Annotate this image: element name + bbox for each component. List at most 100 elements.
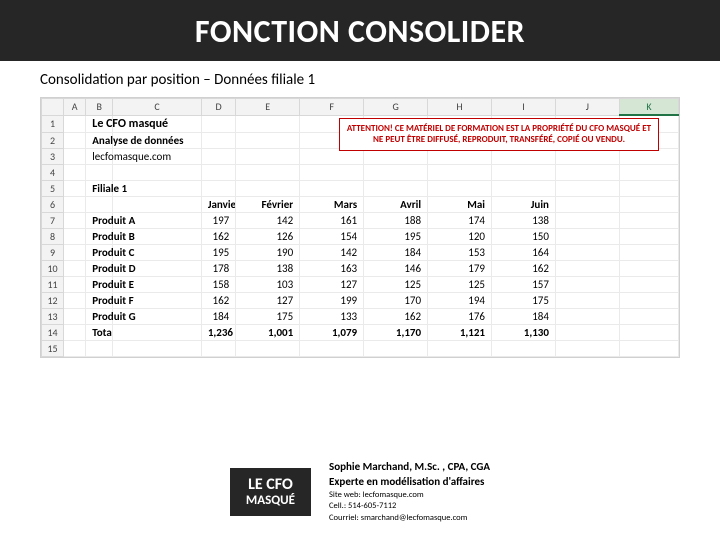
column-header-I[interactable]: I <box>492 99 556 116</box>
cell[interactable] <box>64 212 86 228</box>
cell[interactable] <box>364 164 428 180</box>
cell[interactable] <box>113 196 202 212</box>
cell[interactable] <box>64 324 86 340</box>
cell[interactable] <box>619 276 678 292</box>
row-header-8[interactable]: 8 <box>42 228 64 244</box>
cell[interactable]: Filiale 1 <box>86 180 113 196</box>
cell[interactable] <box>619 308 678 324</box>
cell[interactable] <box>236 180 300 196</box>
row-header-15[interactable]: 15 <box>42 340 64 356</box>
cell[interactable] <box>201 132 235 148</box>
cell[interactable]: 138 <box>236 260 300 276</box>
cell[interactable] <box>64 196 86 212</box>
row-header-14[interactable]: 14 <box>42 324 64 340</box>
cell[interactable] <box>236 132 300 148</box>
cell[interactable] <box>86 164 113 180</box>
cell[interactable] <box>555 244 619 260</box>
cell[interactable]: Produit C <box>86 244 113 260</box>
cell[interactable] <box>492 164 556 180</box>
cell[interactable]: 126 <box>236 228 300 244</box>
cell[interactable]: Produit F <box>86 292 113 308</box>
column-header-K[interactable]: K <box>619 99 678 116</box>
column-header-A[interactable]: A <box>64 99 86 116</box>
cell[interactable] <box>201 164 235 180</box>
cell[interactable] <box>555 196 619 212</box>
cell[interactable]: 162 <box>364 308 428 324</box>
cell[interactable] <box>555 260 619 276</box>
cell[interactable] <box>64 276 86 292</box>
row-header-12[interactable]: 12 <box>42 292 64 308</box>
cell[interactable] <box>86 196 113 212</box>
select-all-corner[interactable] <box>42 99 64 116</box>
cell[interactable] <box>300 180 364 196</box>
cell[interactable] <box>64 180 86 196</box>
cell[interactable] <box>555 212 619 228</box>
cell[interactable]: 188 <box>364 212 428 228</box>
cell[interactable] <box>555 164 619 180</box>
cell[interactable]: 162 <box>492 260 556 276</box>
cell[interactable]: 162 <box>201 228 235 244</box>
cell[interactable] <box>201 115 235 132</box>
cell[interactable] <box>555 308 619 324</box>
cell[interactable] <box>64 308 86 324</box>
cell[interactable]: 163 <box>300 260 364 276</box>
cell[interactable] <box>64 244 86 260</box>
cell[interactable]: Produit G <box>86 308 113 324</box>
cell[interactable] <box>619 196 678 212</box>
cell[interactable] <box>64 115 86 132</box>
cell[interactable]: 158 <box>201 276 235 292</box>
cell[interactable]: 195 <box>364 228 428 244</box>
row-header-3[interactable]: 3 <box>42 148 64 164</box>
cell[interactable] <box>64 132 86 148</box>
cell[interactable]: 120 <box>428 228 492 244</box>
cell[interactable]: 194 <box>428 292 492 308</box>
cell[interactable]: 127 <box>300 276 364 292</box>
cell[interactable]: 199 <box>300 292 364 308</box>
row-header-5[interactable]: 5 <box>42 180 64 196</box>
cell[interactable] <box>555 292 619 308</box>
cell[interactable]: 1,236 <box>201 324 235 340</box>
cell[interactable] <box>236 340 300 356</box>
cell[interactable]: 162 <box>201 292 235 308</box>
cell[interactable]: 174 <box>428 212 492 228</box>
cell[interactable] <box>201 340 235 356</box>
cell[interactable]: 1,130 <box>492 324 556 340</box>
cell[interactable] <box>236 115 300 132</box>
cell[interactable]: 184 <box>364 244 428 260</box>
cell[interactable] <box>619 324 678 340</box>
cell[interactable] <box>555 324 619 340</box>
cell[interactable]: lecfomasque.com <box>86 148 113 164</box>
cell[interactable]: 125 <box>364 276 428 292</box>
cell[interactable]: Mars <box>300 196 364 212</box>
cell[interactable]: Produit E <box>86 276 113 292</box>
cell[interactable] <box>64 164 86 180</box>
cell[interactable]: 175 <box>236 308 300 324</box>
row-header-10[interactable]: 10 <box>42 260 64 276</box>
cell[interactable]: 176 <box>428 308 492 324</box>
cell[interactable]: Produit B <box>86 228 113 244</box>
cell[interactable] <box>555 276 619 292</box>
cell[interactable]: 127 <box>236 292 300 308</box>
row-header-9[interactable]: 9 <box>42 244 64 260</box>
cell[interactable]: 197 <box>201 212 235 228</box>
cell[interactable] <box>555 180 619 196</box>
row-header-2[interactable]: 2 <box>42 132 64 148</box>
cell[interactable] <box>428 340 492 356</box>
cell[interactable] <box>113 164 202 180</box>
cell[interactable]: Produit A <box>86 212 113 228</box>
cell[interactable]: 1,001 <box>236 324 300 340</box>
row-header-1[interactable]: 1 <box>42 115 64 132</box>
cell[interactable]: 164 <box>492 244 556 260</box>
row-header-6[interactable]: 6 <box>42 196 64 212</box>
row-header-4[interactable]: 4 <box>42 164 64 180</box>
column-header-E[interactable]: E <box>236 99 300 116</box>
cell[interactable]: 161 <box>300 212 364 228</box>
cell[interactable]: 153 <box>428 244 492 260</box>
cell[interactable] <box>64 292 86 308</box>
cell[interactable] <box>492 180 556 196</box>
cell[interactable] <box>619 340 678 356</box>
column-header-G[interactable]: G <box>364 99 428 116</box>
column-header-F[interactable]: F <box>300 99 364 116</box>
cell[interactable] <box>555 228 619 244</box>
cell[interactable]: 138 <box>492 212 556 228</box>
